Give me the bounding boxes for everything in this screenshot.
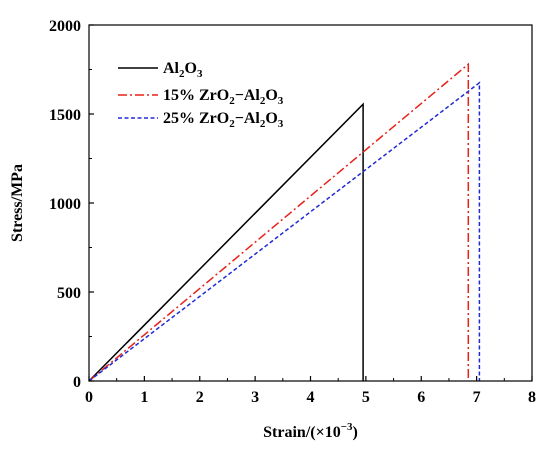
x-axis-title: Strain/(×10−3) — [263, 421, 358, 441]
x-axis-title-main: Strain/(×10 — [263, 424, 341, 441]
plot-frame — [88, 24, 533, 382]
y-tick-label: 1000 — [49, 196, 81, 213]
legend-label-2: 15% ZrO2−Al2O3 — [163, 87, 284, 107]
y-axis-title: Stress/MPa — [9, 164, 26, 242]
x-tick-label: 6 — [417, 389, 425, 406]
x-tick-label: 5 — [362, 389, 370, 406]
series-line-3 — [88, 81, 481, 382]
x-tick-label: 0 — [85, 389, 93, 406]
x-tick-label: 2 — [196, 389, 204, 406]
legend-label-3: 25% ZrO2−Al2O3 — [163, 110, 284, 130]
x-tick-label: 3 — [251, 389, 259, 406]
x-tick-label: 1 — [140, 389, 148, 406]
y-tick-label: 500 — [57, 285, 81, 302]
legend: Al2O3 15% ZrO2−Al2O3 25% ZrO2−Al2O3 — [118, 60, 284, 130]
y-tick-label: 2000 — [49, 18, 81, 35]
x-axis-title-sup: −3 — [341, 421, 353, 433]
y-tick-label: 1500 — [49, 107, 81, 124]
x-tick-label: 8 — [528, 389, 536, 406]
series-line-2 — [88, 62, 470, 382]
series-layer — [88, 62, 481, 382]
x-tick-label: 4 — [307, 389, 315, 406]
legend-label-1: Al2O3 — [163, 60, 203, 80]
x-tick-label: 7 — [473, 389, 481, 406]
axes-layer: 0 1 2 3 4 5 6 7 8 0 500 1000 1500 2000 — [49, 18, 536, 406]
series-line-1 — [88, 102, 364, 382]
y-tick-label: 0 — [73, 374, 81, 391]
x-axis-title-close: ) — [353, 424, 358, 441]
